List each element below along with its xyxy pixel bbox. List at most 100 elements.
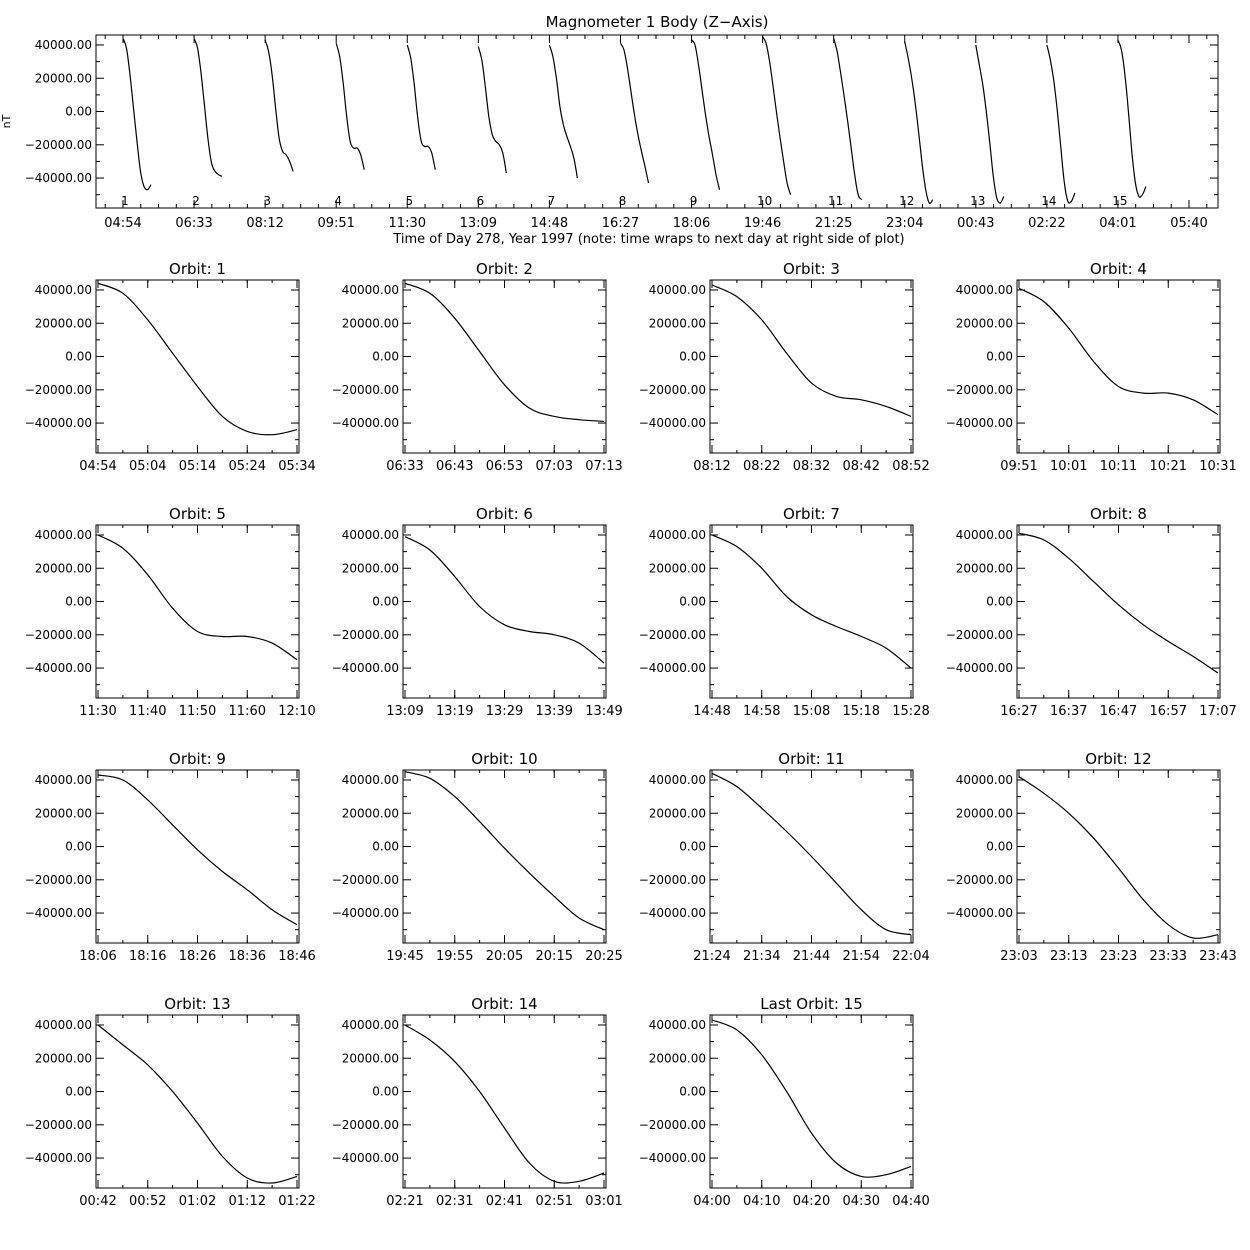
orbit-panel-frame	[709, 279, 914, 454]
y-tick-label: −40000.00	[25, 1151, 92, 1165]
orbit-panel-title: Orbit: 4	[1090, 260, 1147, 278]
y-tick-label: 0.00	[986, 350, 1013, 364]
y-tick-label: −20000.00	[332, 1118, 399, 1132]
orbit-panel-frame	[1016, 769, 1221, 944]
y-tick-label: −20000.00	[946, 383, 1013, 397]
y-tick-label: −40000.00	[25, 416, 92, 430]
x-tick-label: 21:25	[815, 216, 852, 231]
overview-orbit-segment	[833, 38, 863, 201]
orbit-marker: 1	[121, 194, 129, 208]
x-tick-label: 23:23	[1100, 949, 1137, 964]
x-tick-label: 23:04	[886, 216, 923, 231]
x-tick-label: 08:52	[892, 459, 929, 474]
overview-y-label: nT	[0, 114, 13, 128]
overview-orbit-segment	[619, 42, 650, 184]
y-tick-label: −40000.00	[946, 661, 1013, 675]
y-tick-label: −40000.00	[946, 906, 1013, 920]
orbit-curve	[404, 1024, 605, 1184]
x-tick-label: 16:47	[1100, 704, 1137, 719]
y-tick-label: −40000.00	[639, 661, 706, 675]
x-tick-label: 10:31	[1199, 459, 1236, 474]
orbit-panel-title: Orbit: 6	[476, 505, 533, 523]
y-tick-label: 20000.00	[35, 71, 92, 85]
orbit-marker: 7	[548, 194, 556, 208]
orbit-panel-title: Orbit: 3	[783, 260, 840, 278]
y-tick-label: −20000.00	[25, 873, 92, 887]
orbit-marker: 13	[970, 194, 985, 208]
orbit-curve	[711, 1019, 912, 1178]
orbit-panel-title: Orbit: 1	[169, 260, 226, 278]
x-tick-label: 11:50	[179, 704, 216, 719]
x-tick-label: 08:32	[793, 459, 830, 474]
x-tick-label: 08:12	[693, 459, 730, 474]
y-tick-label: −40000.00	[639, 1151, 706, 1165]
y-tick-label: −20000.00	[332, 383, 399, 397]
x-tick-label: 04:01	[1099, 216, 1136, 231]
x-tick-label: 00:52	[129, 1194, 166, 1209]
orbit-marker: 11	[828, 194, 843, 208]
x-tick-label: 03:01	[585, 1194, 622, 1209]
overview-orbit-segment	[122, 38, 152, 191]
orbit-curve	[404, 282, 605, 422]
y-tick-label: 40000.00	[649, 1018, 706, 1032]
orbit-panel: Orbit: 8 40000.00 20000.00 0.00 −20000.00 −40…	[946, 505, 1237, 719]
y-tick-label: −20000.00	[639, 628, 706, 642]
x-tick-label: 18:06	[79, 949, 116, 964]
x-tick-label: 05:34	[278, 459, 315, 474]
orbit-panel-title: Orbit: 7	[783, 505, 840, 523]
x-tick-label: 20:25	[585, 949, 622, 964]
orbit-panel-title: Orbit: 10	[471, 750, 537, 768]
y-tick-label: 20000.00	[35, 316, 92, 330]
x-tick-label: 10:11	[1100, 459, 1137, 474]
x-tick-label: 16:37	[1050, 704, 1087, 719]
y-tick-label: −20000.00	[639, 1118, 706, 1132]
x-tick-label: 08:22	[743, 459, 780, 474]
y-tick-label: 20000.00	[342, 1051, 399, 1065]
y-tick-label: 20000.00	[35, 806, 92, 820]
x-tick-label: 22:04	[892, 949, 929, 964]
y-tick-label: 0.00	[65, 595, 92, 609]
x-tick-label: 23:13	[1050, 949, 1087, 964]
orbit-curve	[404, 536, 605, 664]
orbit-panel: Orbit: 2 40000.00 20000.00 0.00 −20000.00 −40…	[332, 260, 623, 474]
x-tick-label: 01:12	[229, 1194, 266, 1209]
x-tick-label: 21:54	[843, 949, 880, 964]
y-tick-label: 20000.00	[35, 561, 92, 575]
orbit-panel-frame	[95, 524, 300, 699]
orbit-panel-title: Orbit: 2	[476, 260, 533, 278]
y-tick-label: 20000.00	[342, 806, 399, 820]
x-tick-label: 02:51	[536, 1194, 573, 1209]
orbit-panel-frame	[95, 769, 300, 944]
x-tick-label: 05:40	[1170, 216, 1207, 231]
overview-orbit-segment	[477, 46, 507, 174]
orbit-panel: Orbit: 13 40000.00 20000.00 0.00 −20000.00 −4…	[25, 995, 316, 1209]
x-tick-label: 16:27	[1000, 704, 1037, 719]
x-tick-label: 04:20	[793, 1194, 830, 1209]
y-tick-label: 20000.00	[956, 316, 1013, 330]
x-tick-label: 14:58	[743, 704, 780, 719]
orbit-panel: Orbit: 5 40000.00 20000.00 0.00 −20000.00 −40…	[25, 505, 316, 719]
orbit-marker: 9	[690, 194, 698, 208]
x-tick-label: 15:08	[793, 704, 830, 719]
x-tick-label: 02:21	[386, 1194, 423, 1209]
y-tick-label: 20000.00	[956, 561, 1013, 575]
x-tick-label: 21:44	[793, 949, 830, 964]
x-tick-label: 09:51	[317, 216, 354, 231]
x-tick-label: 13:09	[386, 704, 423, 719]
orbit-panel-frame	[402, 524, 607, 699]
y-tick-label: −40000.00	[332, 661, 399, 675]
orbit-panel-frame	[402, 279, 607, 454]
y-tick-label: −40000.00	[639, 416, 706, 430]
orbit-panel-title: Orbit: 9	[169, 750, 226, 768]
x-tick-label: 13:19	[436, 704, 473, 719]
orbit-curve	[1018, 287, 1219, 416]
orbit-curve	[97, 774, 298, 926]
orbit-curve	[97, 1024, 298, 1184]
x-tick-label: 05:14	[179, 459, 216, 474]
overview-orbit-segment	[406, 44, 436, 170]
orbit-curve	[711, 772, 912, 936]
y-tick-label: −40000.00	[25, 171, 92, 185]
x-tick-label: 15:18	[843, 704, 880, 719]
y-tick-label: −20000.00	[25, 138, 92, 152]
